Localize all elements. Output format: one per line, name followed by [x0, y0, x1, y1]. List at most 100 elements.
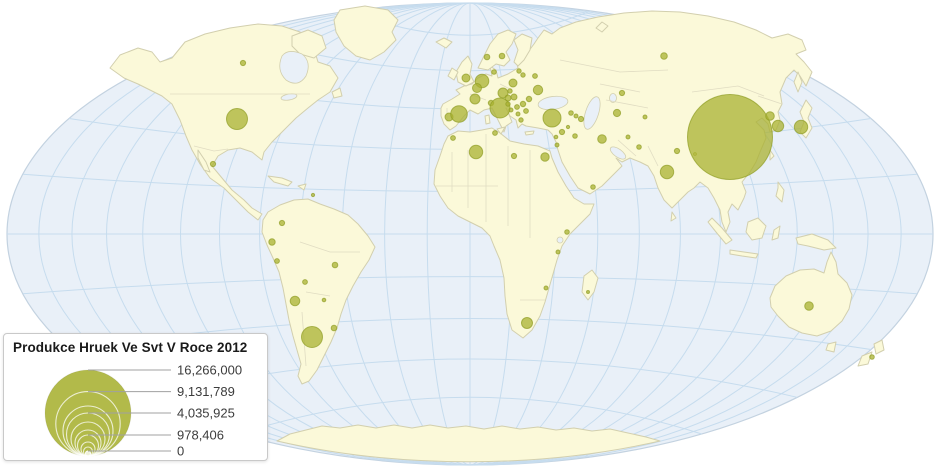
bubble-kazakhstan[interactable] — [618, 89, 626, 97]
bubble-lebanon[interactable] — [553, 134, 559, 140]
bubble-india[interactable] — [659, 164, 675, 180]
bubble-nepal[interactable] — [673, 147, 681, 155]
bubble-japan[interactable] — [793, 119, 809, 135]
bubble-albania[interactable] — [515, 111, 521, 117]
bubble-syria[interactable] — [558, 128, 566, 136]
bubble-mexico[interactable] — [209, 160, 217, 168]
bubble-bulgaria[interactable] — [523, 108, 529, 114]
landmass-sri-lanka — [670, 211, 677, 222]
bubble-new-zealand[interactable] — [869, 354, 875, 360]
legend-zero-circle — [85, 450, 91, 457]
bubble-morocco[interactable] — [450, 135, 456, 141]
bubble-spain[interactable] — [450, 105, 468, 123]
bubble-turkey[interactable] — [542, 108, 562, 128]
bubble-austria[interactable] — [504, 94, 512, 102]
bubble-pakistan[interactable] — [636, 144, 642, 150]
bubble-bosnia-and-herzegovina[interactable] — [508, 107, 514, 113]
bubble-romania[interactable] — [519, 100, 527, 108]
bubble-moldova[interactable] — [525, 95, 533, 103]
bubble-south-korea[interactable] — [771, 119, 785, 133]
landmass-sakhalin — [793, 71, 803, 93]
bubble-chile[interactable] — [289, 295, 301, 307]
landmass-finland — [513, 33, 533, 67]
persian-gulf — [609, 146, 627, 160]
bubble-united-states[interactable] — [226, 108, 248, 130]
legend-value-label: 4,035,925 — [177, 406, 235, 421]
bubble-poland[interactable] — [508, 78, 518, 88]
bubble-egypt[interactable] — [540, 152, 550, 162]
lakes — [279, 51, 627, 244]
bubble-china[interactable] — [687, 94, 773, 180]
bubble-armenia[interactable] — [573, 113, 579, 119]
landmass-crete — [524, 130, 535, 136]
bubble-ukraine[interactable] — [532, 84, 544, 96]
bubble-lithuania[interactable] — [520, 72, 526, 78]
bubble-paraguay[interactable] — [321, 297, 327, 303]
landmass-madagascar — [581, 269, 599, 301]
bubble-hungary[interactable] — [510, 93, 518, 101]
bubble-serbia[interactable] — [514, 104, 520, 110]
landmass-sumatra — [707, 217, 733, 245]
bubble-north-korea[interactable] — [765, 111, 775, 121]
bubble-zimbabwe[interactable] — [543, 285, 549, 291]
landmass-australia — [769, 251, 853, 337]
landmass-borneo — [745, 217, 767, 241]
bubble-czechia[interactable] — [507, 88, 513, 94]
bubble-algeria[interactable] — [468, 144, 484, 160]
bubble-australia[interactable] — [804, 301, 814, 311]
legend-value-label: 9,131,789 — [177, 384, 235, 399]
bubble-united-kingdom[interactable] — [461, 73, 471, 83]
bubble-sweden[interactable] — [498, 52, 506, 60]
bubble-cyprus[interactable] — [565, 124, 571, 130]
bubble-kenya[interactable] — [564, 229, 570, 235]
bubble-peru[interactable] — [274, 258, 280, 264]
landmass-iceland — [435, 37, 453, 49]
caspian-sea — [583, 96, 601, 130]
legend-panel: Produkce Hruek Ve Svt V Roce 2012 16,266… — [3, 333, 268, 461]
bubble-canada[interactable] — [239, 59, 247, 67]
bubbles-layer — [209, 52, 875, 360]
bubble-denmark[interactable] — [491, 69, 497, 75]
landmass-novaya-zemlya — [595, 21, 609, 33]
bubble-bolivia[interactable] — [302, 279, 308, 285]
bubble-libya[interactable] — [510, 152, 518, 160]
bubble-uruguay[interactable] — [330, 324, 338, 332]
bubble-ecuador[interactable] — [268, 238, 276, 246]
bubble-azerbaijan[interactable] — [577, 115, 585, 123]
bubble-norway[interactable] — [483, 53, 491, 61]
bubble-tanzania[interactable] — [555, 249, 561, 255]
landmass-new-zealand-north — [873, 339, 885, 355]
bubble-france[interactable] — [469, 93, 481, 105]
bubble-iraq[interactable] — [572, 133, 578, 139]
bubble-iran[interactable] — [597, 134, 607, 144]
landmass-antarctica — [276, 424, 661, 463]
landmass-ireland — [447, 67, 459, 81]
bubble-tunisia[interactable] — [492, 130, 498, 136]
landmass-new-zealand-south — [857, 351, 873, 367]
bubble-south-africa[interactable] — [521, 317, 533, 329]
bubble-uzbekistan[interactable] — [612, 108, 622, 118]
bubble-belarus[interactable] — [532, 73, 538, 79]
bubble-latvia[interactable] — [516, 68, 522, 74]
bubble-israel[interactable] — [554, 142, 560, 148]
landmass-tasmania — [825, 341, 837, 353]
bubble-russia[interactable] — [660, 52, 668, 60]
landmass-taiwan — [769, 149, 775, 161]
bubble-brazil[interactable] — [331, 261, 339, 269]
bubble-venezuela[interactable] — [310, 192, 316, 198]
hudson-bay — [279, 51, 309, 84]
bubble-yemen[interactable] — [590, 184, 596, 190]
lake-victoria — [556, 236, 564, 244]
bubble-georgia[interactable] — [568, 110, 574, 116]
aral-sea — [609, 93, 617, 103]
bubble-belgium[interactable] — [472, 83, 482, 93]
bubble-argentina[interactable] — [301, 326, 323, 348]
bubble-afghanistan[interactable] — [625, 134, 631, 140]
bubble-madagascar[interactable] — [586, 290, 590, 294]
bubble-greece[interactable] — [518, 117, 524, 123]
bubble-croatia[interactable] — [505, 101, 511, 107]
bubble-colombia[interactable] — [278, 219, 286, 227]
bubble-kyrgyzstan[interactable] — [642, 114, 648, 120]
